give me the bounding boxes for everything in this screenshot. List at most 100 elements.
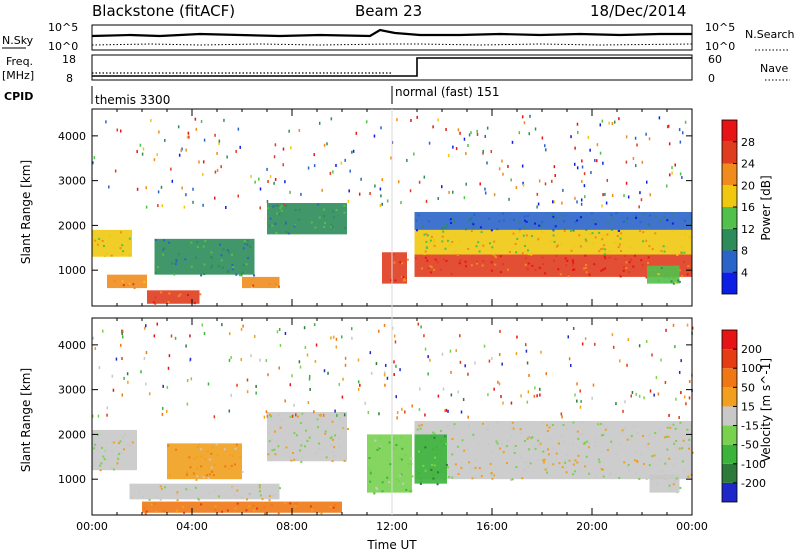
power-noise-pixel — [177, 125, 180, 129]
velocity-echo-pixel — [185, 488, 188, 491]
velocity-echo-pixel — [597, 458, 600, 461]
power-echo-pixel — [475, 245, 478, 248]
velocity-noise-pixel — [101, 329, 104, 333]
power-noise-pixel — [274, 143, 277, 147]
power-echo-pixel — [133, 287, 136, 290]
velocity-echo-pixel — [381, 481, 384, 484]
power-echo-pixel — [220, 259, 223, 262]
velocity-echo-pixel — [283, 440, 286, 443]
velocity-noise-pixel — [418, 408, 421, 412]
power-echo-pixel — [555, 245, 558, 248]
velocity-echo-pixel — [565, 471, 568, 474]
velocity-noise-pixel — [445, 408, 448, 412]
power-colorbar-tick-label: 8 — [741, 245, 748, 258]
velocity-echo-pixel — [618, 476, 621, 479]
power-echo-pixel — [472, 223, 475, 226]
velocity-xlabel: Time UT — [366, 538, 417, 552]
power-echo-pixel — [588, 273, 591, 276]
velocity-noise-pixel — [228, 409, 231, 413]
power-noise-pixel — [185, 148, 187, 152]
power-noise-pixel — [400, 201, 402, 205]
power-echo-pixel — [523, 226, 526, 229]
velocity-echo-pixel — [148, 498, 151, 501]
velocity-noise-pixel — [427, 372, 429, 376]
velocity-echo-pixel — [502, 451, 505, 454]
velocity-noise-pixel — [685, 402, 687, 406]
power-echo-pixel — [674, 281, 677, 284]
velocity-echo-pixel — [334, 503, 337, 506]
power-echo-pixel — [647, 223, 650, 226]
power-echo-pixel — [645, 276, 648, 279]
velocity-echo-pixel — [551, 423, 554, 426]
power-echo-region — [414, 229, 692, 255]
velocity-echo-pixel — [602, 475, 605, 478]
velocity-echo-pixel — [231, 455, 234, 458]
power-echo-pixel — [276, 212, 279, 215]
power-noise-pixel — [679, 172, 682, 176]
power-echo-pixel — [602, 234, 605, 237]
velocity-noise-pixel — [442, 387, 445, 391]
power-echo-pixel — [619, 250, 622, 253]
velocity-echo-pixel — [510, 434, 513, 437]
power-noise-pixel — [470, 131, 472, 135]
power-noise-pixel — [536, 205, 538, 209]
power-echo-pixel — [593, 263, 596, 266]
velocity-echo-pixel — [196, 456, 199, 459]
velocity-echo-pixel — [121, 436, 124, 439]
power-noise-pixel — [220, 165, 222, 169]
power-echo-pixel — [608, 256, 611, 259]
power-echo-pixel — [310, 221, 313, 224]
velocity-noise-pixel — [370, 371, 373, 375]
power-noise-pixel — [648, 137, 651, 141]
velocity-echo-pixel — [576, 430, 579, 433]
power-colorbar-swatch — [722, 120, 737, 142]
power-noise-pixel — [482, 151, 484, 155]
power-noise-pixel — [580, 202, 583, 206]
power-echo-pixel — [404, 279, 407, 282]
power-noise-pixel — [397, 180, 400, 184]
velocity-echo-pixel — [634, 472, 637, 475]
power-echo-pixel — [499, 255, 502, 258]
power-echo-pixel — [553, 259, 556, 262]
power-noise-pixel — [618, 117, 620, 121]
power-echo-pixel — [550, 239, 553, 242]
velocity-echo-pixel — [116, 461, 119, 464]
power-echo-pixel — [275, 204, 278, 207]
velocity-noise-pixel — [678, 370, 681, 374]
power-echo-pixel — [563, 229, 566, 232]
power-colorbar-tick-label: 12 — [741, 223, 755, 236]
power-noise-pixel — [604, 192, 606, 196]
velocity-echo-pixel — [452, 427, 455, 430]
power-echo-pixel — [400, 275, 403, 278]
velocity-echo-pixel — [129, 444, 132, 447]
power-echo-pixel — [247, 257, 250, 260]
power-echo-pixel — [502, 219, 505, 222]
power-echo-pixel — [563, 227, 566, 230]
power-echo-pixel — [195, 256, 198, 259]
velocity-echo-pixel — [601, 468, 604, 471]
velocity-colorbar-swatch — [722, 406, 737, 426]
power-noise-pixel — [203, 138, 206, 142]
velocity-echo-pixel — [505, 462, 508, 465]
velocity-echo-pixel — [515, 466, 518, 469]
power-echo-pixel — [622, 266, 625, 269]
velocity-echo-pixel — [225, 495, 228, 498]
velocity-echo-pixel — [200, 455, 203, 458]
velocity-noise-pixel — [313, 323, 316, 327]
power-echo-pixel — [425, 233, 428, 236]
power-echo-pixel — [611, 228, 614, 231]
velocity-noise-pixel — [236, 383, 238, 387]
power-noise-pixel — [484, 187, 486, 191]
freq-unit-label: [MHz] — [2, 69, 34, 82]
power-echo-pixel — [458, 262, 461, 265]
power-echo-pixel — [688, 222, 691, 225]
velocity-echo-pixel — [210, 470, 213, 473]
power-echo-pixel — [618, 229, 621, 232]
power-colorbar-swatch — [722, 163, 737, 186]
date-title: 18/Dec/2014 — [590, 2, 686, 20]
power-noise-pixel — [213, 196, 216, 200]
velocity-echo-pixel — [604, 428, 607, 431]
power-noise-pixel — [348, 189, 350, 193]
velocity-echo-pixel — [430, 435, 433, 438]
power-noise-pixel — [678, 128, 681, 132]
